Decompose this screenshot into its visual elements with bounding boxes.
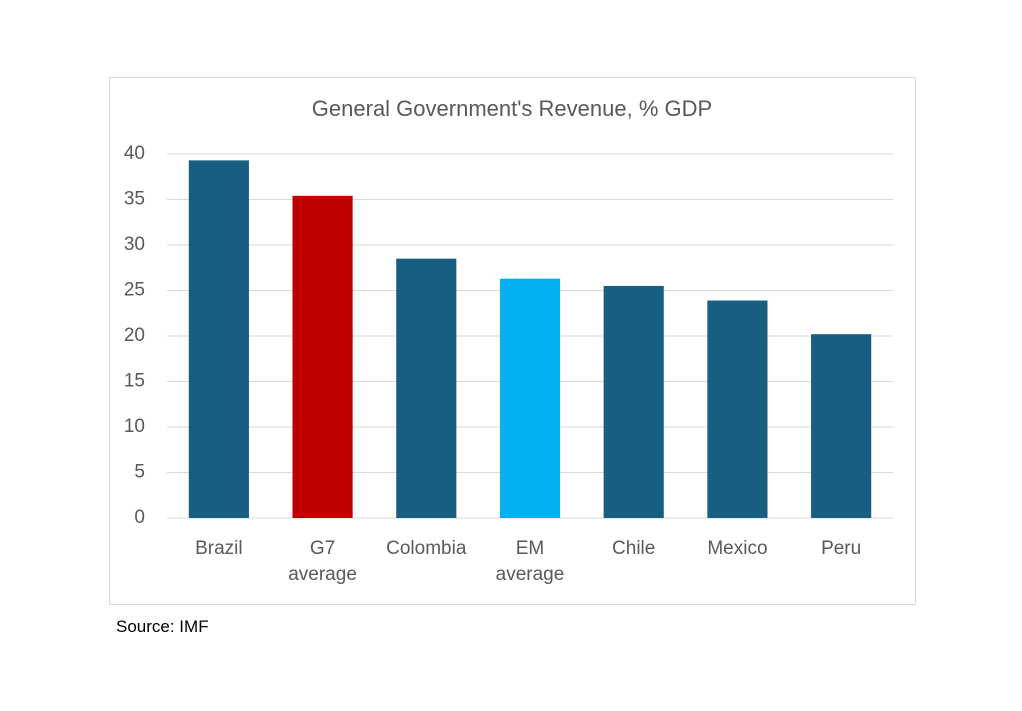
y-tick-label: 35	[124, 189, 145, 210]
bar	[396, 258, 457, 518]
y-tick-label: 30	[124, 234, 145, 255]
x-tick-label: Mexico	[707, 538, 768, 559]
y-tick-label: 0	[134, 507, 145, 528]
bar	[292, 195, 353, 519]
y-tick-label: 15	[124, 371, 145, 392]
x-tick-label: G7 average	[288, 538, 357, 585]
x-tick-label: Colombia	[386, 538, 467, 559]
y-tick-label: 40	[124, 143, 145, 164]
x-tick-label: Brazil	[195, 538, 243, 559]
chart-title: General Government's Revenue, % GDP	[312, 96, 712, 121]
x-tick-label: Chile	[612, 538, 656, 559]
y-tick-label: 5	[134, 462, 145, 483]
x-tick-label: EM average	[495, 538, 565, 585]
source-note: Source: IMF	[116, 617, 209, 636]
y-tick-label: 10	[124, 416, 145, 437]
y-tick-label: 25	[124, 280, 145, 301]
x-tick-label: Peru	[821, 538, 862, 559]
y-tick-label: 20	[124, 325, 145, 346]
bar	[707, 300, 768, 518]
bar	[188, 160, 249, 518]
bar	[499, 278, 561, 518]
bar	[603, 285, 664, 518]
bar	[811, 334, 872, 518]
